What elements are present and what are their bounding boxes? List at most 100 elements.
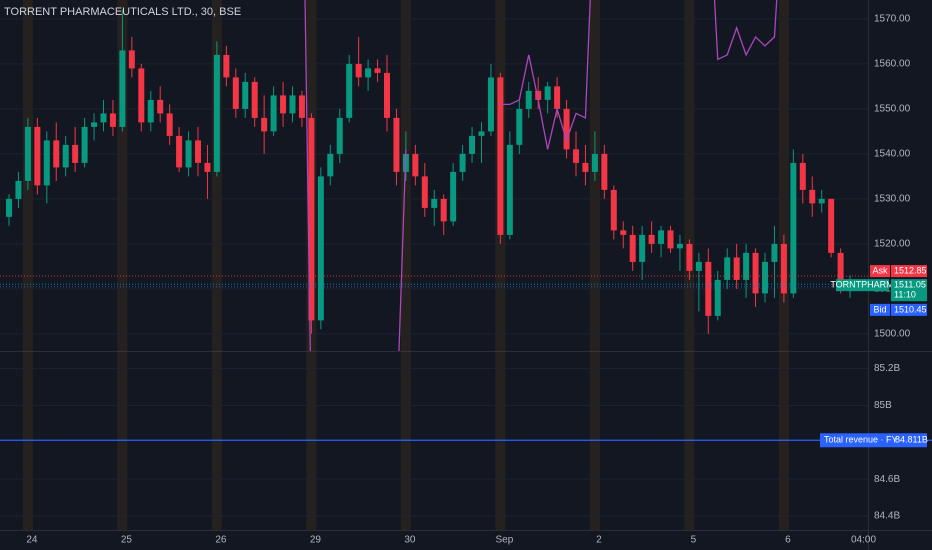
candle-body xyxy=(24,126,31,181)
y-tick-label: 1540.00 xyxy=(874,149,911,160)
candle-body xyxy=(317,176,324,321)
candle-body xyxy=(469,135,476,154)
data-label: 84.811B xyxy=(895,435,928,445)
y-tick-label: 1520.00 xyxy=(874,239,911,250)
last-price: 1511.05 xyxy=(894,280,926,290)
y-tick-label: 84.6B xyxy=(874,474,900,485)
revenue-tag xyxy=(820,433,927,448)
candle-body xyxy=(128,50,135,69)
candle-body xyxy=(667,230,674,249)
candle-body xyxy=(459,153,466,172)
candle-body xyxy=(818,198,825,204)
candle-body xyxy=(204,162,211,172)
y-tick-label: 1550.00 xyxy=(874,104,911,115)
candle-body xyxy=(516,108,523,145)
countdown: 11:10 xyxy=(894,290,916,300)
candle-body xyxy=(119,50,126,127)
bid-tag xyxy=(870,303,890,316)
x-tick-label: 29 xyxy=(310,535,322,546)
x-tick-label: Sep xyxy=(496,535,514,546)
ask-tag xyxy=(870,265,890,278)
candle-body xyxy=(733,257,740,280)
candle-body xyxy=(412,153,419,177)
candle-body xyxy=(15,180,22,199)
candle-body xyxy=(573,149,579,163)
candle-body xyxy=(610,189,617,231)
candle-body xyxy=(563,108,570,150)
candle-body xyxy=(43,140,50,186)
candle-body xyxy=(327,153,334,177)
symbol-label: TORNTPHARM xyxy=(830,280,893,290)
candle-body xyxy=(591,153,598,172)
candle-body xyxy=(497,77,504,235)
candle-body xyxy=(365,68,372,78)
candle-body xyxy=(336,117,343,154)
ask-price: 1512.85 xyxy=(894,265,927,275)
x-tick-label: 5 xyxy=(691,535,697,546)
bid-label: Bid xyxy=(873,304,886,314)
candle-body xyxy=(780,243,787,294)
candle-body xyxy=(743,252,750,280)
candle-body xyxy=(53,140,60,168)
candle-body xyxy=(289,95,296,114)
candle-body xyxy=(147,99,154,123)
x-tick-label: 26 xyxy=(215,535,227,546)
y-tick-label: 1570.00 xyxy=(874,14,911,25)
candle-body xyxy=(100,113,107,123)
candle-body xyxy=(195,140,201,163)
candle-body xyxy=(62,144,69,168)
legend-label: Total revenue · FY xyxy=(824,435,898,445)
candle-body xyxy=(355,63,362,78)
x-tick-label: 24 xyxy=(26,535,38,546)
candle-body xyxy=(752,252,759,294)
candle-body xyxy=(421,176,428,208)
x-tick-label: 04:00 xyxy=(851,535,876,546)
session-band xyxy=(117,0,128,530)
candle-body xyxy=(440,198,447,222)
candle-body xyxy=(81,126,88,163)
candle-body xyxy=(582,162,589,172)
symbol-tag xyxy=(836,279,889,292)
candle-body xyxy=(213,54,220,172)
compare-line xyxy=(304,0,778,351)
candle-body xyxy=(261,117,268,132)
ask-label: Ask xyxy=(872,265,888,275)
candle-body xyxy=(185,140,192,168)
session-band xyxy=(400,0,411,530)
candle-body xyxy=(298,95,305,118)
candle-body xyxy=(478,131,485,136)
x-tick-label: 6 xyxy=(785,535,791,546)
candle-body xyxy=(91,122,98,127)
candle-body xyxy=(109,113,116,127)
candle-body xyxy=(658,230,665,244)
candle-body xyxy=(393,117,400,172)
y-tick-label: 84.4B xyxy=(874,511,900,522)
candle-body xyxy=(374,68,381,73)
candle-body xyxy=(487,77,494,132)
x-tick-label: 2 xyxy=(596,535,602,546)
candle-body xyxy=(620,230,627,235)
x-tick-label: 25 xyxy=(121,535,133,546)
candle-body xyxy=(176,135,183,168)
candle-body xyxy=(837,252,844,285)
candle-body xyxy=(166,113,173,136)
session-band xyxy=(495,0,506,530)
candle-body xyxy=(724,257,731,280)
chart-title: TORRENT PHARMACEUTICALS LTD., 30, BSE xyxy=(4,6,241,18)
candle-body xyxy=(72,144,79,163)
y-tick-label: 1500.00 xyxy=(874,329,911,340)
candle-body xyxy=(705,261,712,316)
candle-body xyxy=(157,99,164,114)
candle-body xyxy=(450,171,457,222)
candle-body xyxy=(251,81,258,118)
candle-body xyxy=(506,144,513,235)
y-tick-label: 85B xyxy=(874,400,892,411)
candle-body xyxy=(790,162,797,294)
y-tick-label: 1560.00 xyxy=(874,59,911,70)
candle-body xyxy=(535,90,542,100)
bid-price: 1510.45 xyxy=(894,304,927,314)
candle-body xyxy=(223,54,230,78)
candle-body xyxy=(799,162,806,190)
y-tick-label: 1530.00 xyxy=(874,194,911,205)
